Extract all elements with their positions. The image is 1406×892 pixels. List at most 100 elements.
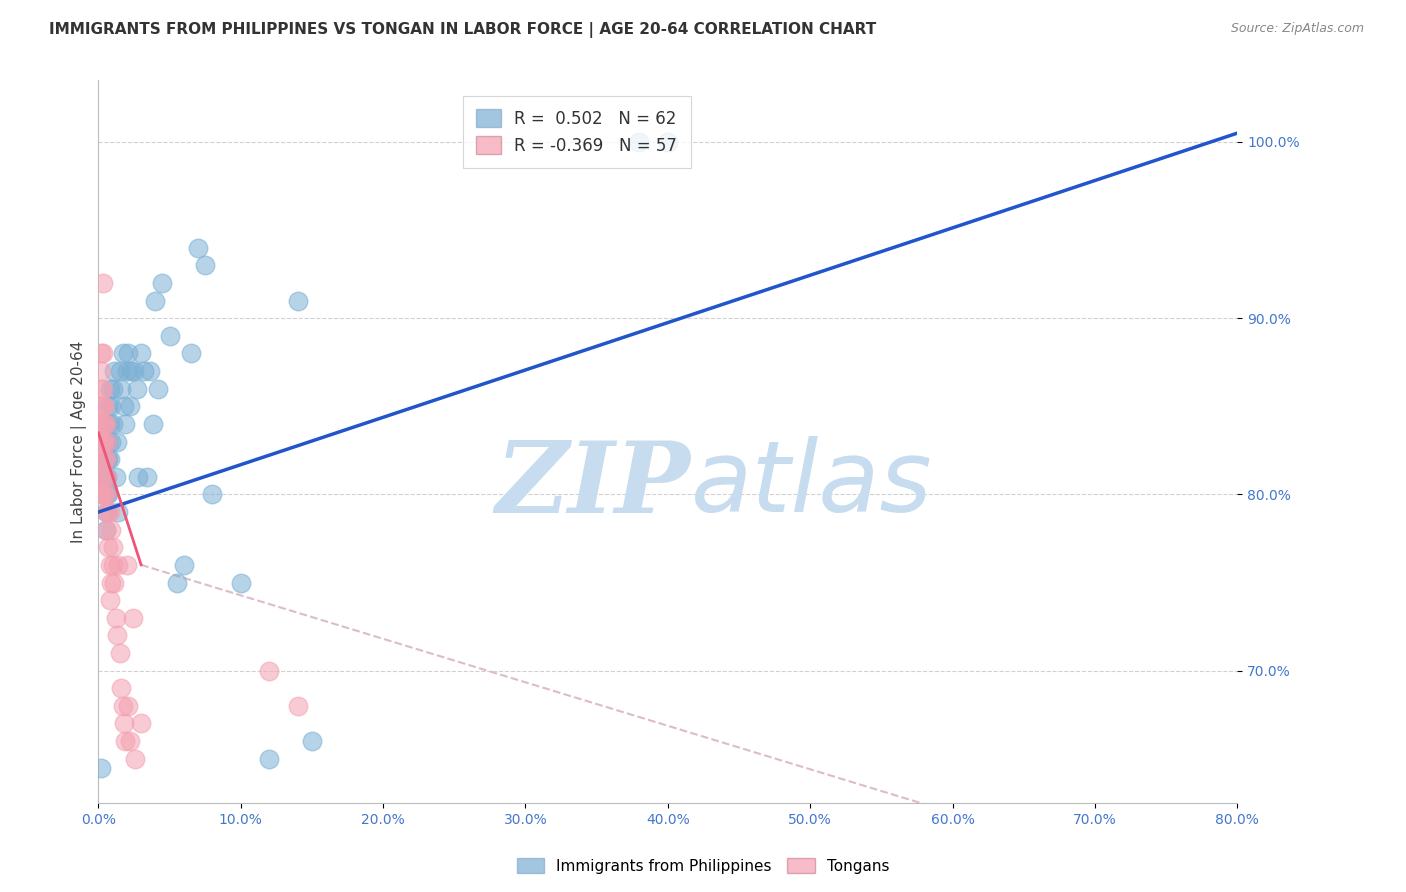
Point [657,135,679,149]
Point [90,470,112,484]
Point [100,399,122,413]
Point [97,541,120,555]
Point [90,434,112,449]
Point [91,276,114,290]
Point [124,752,146,766]
Point [127,470,149,484]
Point [115,364,138,378]
Legend: R =  0.502   N = 62, R = -0.369   N = 57: R = 0.502 N = 62, R = -0.369 N = 57 [463,95,690,169]
Point [97,434,120,449]
Point [89,452,111,467]
Text: Source: ZipAtlas.com: Source: ZipAtlas.com [1230,22,1364,36]
Point [101,558,124,572]
Point [100,575,122,590]
Point [101,417,124,431]
Point [93,470,115,484]
Point [129,716,152,731]
Point [132,364,155,378]
Point [117,698,139,713]
Point [110,681,132,696]
Point [145,293,167,308]
Point [97,399,120,413]
Point [101,382,124,396]
Point [100,434,122,449]
Point [94,505,117,519]
Point [93,470,115,484]
Point [89,434,111,449]
Point [129,346,152,360]
Point [94,487,117,501]
Point [152,276,174,290]
Point [89,417,111,431]
Point [93,452,115,467]
Point [259,664,281,678]
Point [96,487,118,501]
Point [108,364,131,378]
Point [93,434,115,449]
Point [138,364,160,378]
Point [141,417,163,431]
Point [98,417,121,431]
Point [94,523,117,537]
Point [125,382,148,396]
Point [159,328,181,343]
Point [103,364,125,378]
Point [107,505,129,519]
Point [259,752,281,766]
Point [111,698,134,713]
Point [105,628,128,642]
Point [91,487,114,501]
Point [103,575,125,590]
Point [287,698,309,713]
Point [98,505,121,519]
Point [96,434,118,449]
Point [111,346,134,360]
Point [97,452,120,467]
Point [114,417,136,431]
Point [100,523,122,537]
Point [201,487,224,501]
Point [104,611,127,625]
Point [301,734,323,748]
Point [105,434,128,449]
Point [287,293,309,308]
Point [90,399,112,413]
Point [93,399,115,413]
Point [93,452,115,467]
Point [91,417,114,431]
Point [94,452,117,467]
Point [97,505,120,519]
Point [148,382,170,396]
Point [93,434,115,449]
Point [173,558,195,572]
Point [229,575,252,590]
Point [94,470,117,484]
Point [90,487,112,501]
Point [117,346,139,360]
Point [94,523,117,537]
Point [98,452,121,467]
Point [93,487,115,501]
Point [94,434,117,449]
Point [90,760,112,774]
Point [93,417,115,431]
Point [120,364,142,378]
Point [108,646,131,660]
Point [112,716,135,731]
Point [180,346,202,360]
Point [112,399,135,413]
Point [96,417,118,431]
Point [90,346,112,360]
Y-axis label: In Labor Force | Age 20-64: In Labor Force | Age 20-64 [72,341,87,542]
Text: ZIP: ZIP [496,437,690,533]
Point [194,258,217,272]
Point [122,364,145,378]
Point [101,541,124,555]
Point [118,734,141,748]
Point [97,487,120,501]
Point [110,382,132,396]
Point [118,399,141,413]
Point [89,487,111,501]
Point [96,452,118,467]
Text: IMMIGRANTS FROM PHILIPPINES VS TONGAN IN LABOR FORCE | AGE 20-64 CORRELATION CHA: IMMIGRANTS FROM PHILIPPINES VS TONGAN IN… [49,22,876,38]
